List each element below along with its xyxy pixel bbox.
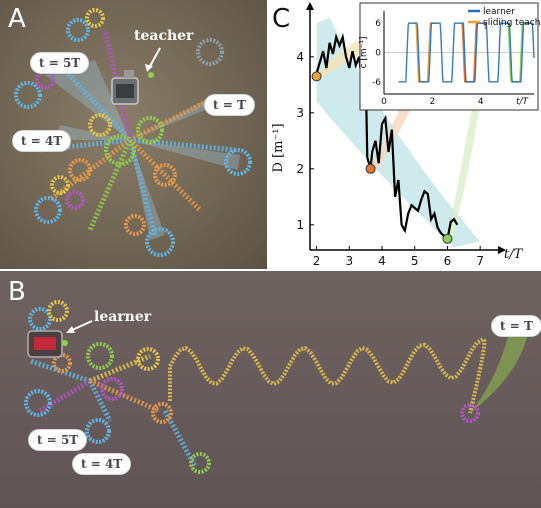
pill-b-t-t: t = T — [491, 315, 541, 337]
panel-c-chart: 2 3 4 5 6 7 1 2 3 4 t/T D [m⁻¹] 0 2 4 -6 0 6 t/T c [m⁻¹] lea… — [268, 0, 541, 269]
marker-point-0 — [311, 71, 322, 82]
shaded-band-blue — [316, 17, 481, 248]
pill-b-t-5t: t = 5T — [28, 429, 88, 451]
x-tick-label: 3 — [345, 254, 353, 268]
inset-learner-line — [398, 22, 535, 83]
panel-a-photo: A teacher t = 5T t = T t = 4T — [0, 0, 267, 269]
series-line-distance — [315, 33, 459, 241]
inset-y-tick-label: 6 — [375, 19, 381, 29]
marker-point-2 — [442, 233, 453, 244]
y-tick-label: 2 — [296, 162, 304, 176]
x-axis-arrow — [498, 246, 506, 254]
x-tick-label: 4 — [378, 254, 386, 268]
y-axis-label: D [m⁻¹] — [271, 123, 286, 172]
inset-frame — [359, 2, 539, 111]
panel-b-letter: B — [8, 277, 26, 307]
teacher-robot-icon — [111, 70, 154, 105]
inset-x-axis-label: t/T — [516, 97, 530, 107]
pill-t-4t: t = 4T — [12, 130, 72, 152]
inset-y-tick-label: 0 — [375, 49, 381, 59]
y-tick-label: 4 — [296, 50, 304, 64]
inset-y-axis-label: c [m⁻¹] — [359, 37, 369, 69]
panel-b-trails — [24, 300, 530, 474]
y-tick-label: 1 — [296, 218, 304, 232]
teacher-label: teacher — [134, 28, 194, 44]
legend-label-1: sliding teacher — [483, 18, 541, 28]
inset-x-tick-label: 0 — [381, 97, 387, 107]
learner-robot-icon — [27, 330, 68, 358]
pill-t-5t: t = 5T — [30, 52, 90, 74]
inset-y-tick-label: -6 — [372, 78, 381, 88]
legend-label-0: learner — [483, 7, 515, 17]
panel-b-photo: B learner t = T t = 5T t = 4T — [0, 271, 541, 508]
marker-point-1 — [365, 163, 376, 174]
panel-a-trails — [14, 8, 252, 257]
panel-c-letter: C — [272, 4, 291, 34]
panel-a-letter: A — [8, 4, 26, 34]
inset-x-tick-label: 4 — [478, 97, 484, 107]
x-tick-label: 6 — [444, 254, 452, 268]
x-tick-label: 7 — [476, 254, 484, 268]
y-axis-arrow — [306, 2, 314, 10]
x-axis-label: t/T — [504, 247, 524, 262]
pill-t-t: t = T — [204, 94, 255, 116]
x-tick-label: 5 — [411, 254, 419, 268]
inset-x-tick-label: 2 — [430, 97, 436, 107]
pill-b-t-4t: t = 4T — [72, 453, 132, 475]
learner-label: learner — [94, 309, 152, 325]
x-tick-label: 2 — [313, 254, 321, 268]
y-tick-label: 3 — [296, 106, 304, 120]
